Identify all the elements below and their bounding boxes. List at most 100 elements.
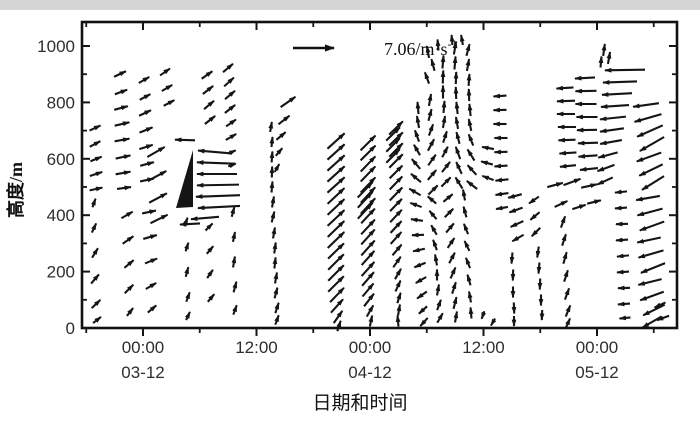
wind-arrow	[123, 259, 135, 269]
x-axis-title: 日期和时间	[312, 392, 407, 414]
wind-arrow	[432, 238, 438, 251]
wind-arrow	[440, 176, 452, 188]
wind-arrow	[454, 116, 460, 130]
wind-arrow	[363, 292, 375, 307]
wind-arrow	[451, 281, 457, 295]
wind-arrow	[536, 262, 542, 275]
wind-arrow	[388, 186, 404, 202]
x-tick-time-label: 00:00	[349, 338, 392, 357]
wind-arrow	[204, 222, 214, 232]
wind-arrow	[481, 174, 494, 182]
wind-arrow	[357, 191, 373, 209]
wind-arrow	[436, 312, 444, 324]
wind-arrow	[427, 184, 439, 196]
wind-arrow	[448, 251, 456, 264]
wind-arrow	[599, 115, 627, 122]
wind-arrow	[146, 146, 166, 158]
wind-arrow	[444, 208, 454, 218]
wind-arrow	[563, 287, 571, 300]
wind-arrow	[270, 195, 276, 208]
wind-arrow	[359, 155, 377, 173]
wind-arrow	[90, 299, 102, 309]
wind-arrow	[461, 188, 467, 201]
wind-arrow	[139, 143, 154, 151]
wind-arrow	[326, 231, 346, 249]
wind-arrow	[427, 169, 437, 181]
wind-arrow	[90, 155, 103, 163]
wind-arrow	[636, 207, 663, 217]
wind-arrow	[462, 223, 470, 235]
wind-arrow	[232, 304, 238, 316]
wind-arrow	[412, 247, 426, 253]
wind-arrow	[636, 236, 661, 244]
x-tick-time-label: 12:00	[235, 338, 278, 357]
wind-arrow	[494, 177, 509, 183]
wind-arrow	[446, 237, 456, 249]
y-tick-label: 600	[47, 150, 75, 169]
wind-arrow	[441, 100, 447, 114]
wind-arrow	[425, 45, 431, 59]
wind-arrow	[441, 161, 451, 173]
wind-arrow	[272, 241, 278, 254]
wind-arrow	[580, 183, 598, 189]
wind-arrow	[639, 136, 665, 152]
wind-arrow	[124, 284, 134, 294]
wind-arrow	[389, 198, 403, 212]
wind-arrow	[174, 137, 196, 143]
wind-arrow	[223, 76, 235, 88]
y-tick-label: 800	[47, 93, 75, 112]
wind-arrow	[389, 220, 403, 234]
wind-arrow	[508, 206, 523, 214]
wind-arrow	[641, 315, 663, 329]
wind-arrow	[615, 237, 629, 243]
wind-arrow	[271, 226, 277, 239]
wind-arrow	[637, 249, 664, 259]
wind-arrow	[454, 176, 464, 190]
wind-arrow	[415, 276, 427, 284]
wind-arrow	[385, 126, 401, 142]
wind-arrow	[138, 76, 150, 84]
wind-arrow	[388, 153, 404, 169]
wind-arrow	[598, 55, 604, 68]
wind-arrow	[204, 115, 216, 125]
wind-arrow	[418, 305, 428, 315]
wind-arrow	[436, 298, 442, 311]
wind-arrow	[231, 255, 237, 268]
wind-arrow	[269, 150, 275, 163]
wind-arrow	[467, 133, 475, 146]
wind-arrow	[280, 95, 297, 109]
x-tick-date-label: 04-12	[348, 363, 391, 382]
wind-arrow	[449, 266, 457, 279]
overlapped-arrow-wedges	[176, 150, 193, 208]
wind-arrow	[617, 301, 631, 307]
wind-arrow	[113, 105, 129, 111]
wind-arrow	[114, 137, 131, 143]
wind-arrow	[359, 134, 377, 152]
wind-arrow	[225, 133, 237, 141]
wind-arrow	[529, 211, 541, 221]
wind-arrow	[326, 198, 346, 216]
wind-arrow	[147, 170, 168, 182]
wind-arrow	[142, 234, 158, 240]
wind-arrow	[492, 93, 507, 99]
wind-arrow	[277, 114, 291, 126]
scan-artifact-strip	[0, 0, 700, 10]
wind-arrow	[145, 282, 157, 290]
wind-arrow	[139, 93, 152, 101]
wind-arrow	[273, 286, 279, 299]
wind-arrow	[326, 220, 346, 238]
wind-arrow	[555, 85, 574, 91]
wind-arrow	[92, 316, 102, 324]
x-tick-date-label: 05-12	[575, 363, 618, 382]
wind-arrow	[559, 163, 577, 169]
wind-arrow	[455, 131, 461, 145]
wind-arrow	[361, 271, 375, 287]
wind-arrow	[574, 75, 596, 81]
wind-arrow	[480, 310, 487, 320]
wind-arrow	[410, 173, 422, 183]
wind-arrow	[430, 58, 436, 72]
wind-arrow	[330, 298, 344, 314]
wind-arrow	[411, 158, 421, 170]
wind-arrow	[336, 319, 342, 332]
wind-arrow	[415, 101, 421, 115]
